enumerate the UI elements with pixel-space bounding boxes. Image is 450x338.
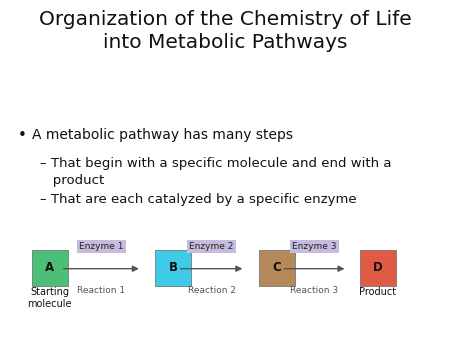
Text: – That begin with a specific molecule and end with a
   product: – That begin with a specific molecule an…	[40, 157, 392, 187]
Text: B: B	[169, 261, 178, 274]
Text: Starting
molecule: Starting molecule	[27, 287, 72, 309]
Text: Reaction 1: Reaction 1	[77, 286, 125, 295]
Text: Enzyme 3: Enzyme 3	[292, 242, 337, 251]
Text: Product: Product	[360, 287, 396, 297]
Text: A metabolic pathway has many steps: A metabolic pathway has many steps	[32, 128, 293, 142]
Text: Reaction 3: Reaction 3	[290, 286, 338, 295]
Text: Enzyme 2: Enzyme 2	[189, 242, 234, 251]
FancyBboxPatch shape	[259, 250, 295, 286]
Text: •: •	[18, 128, 27, 143]
Text: Organization of the Chemistry of Life
into Metabolic Pathways: Organization of the Chemistry of Life in…	[39, 10, 411, 52]
Text: – That are each catalyzed by a specific enzyme: – That are each catalyzed by a specific …	[40, 193, 357, 206]
Text: D: D	[373, 261, 383, 274]
FancyBboxPatch shape	[360, 250, 396, 286]
FancyBboxPatch shape	[155, 250, 191, 286]
Text: Enzyme 1: Enzyme 1	[79, 242, 123, 251]
FancyBboxPatch shape	[32, 250, 68, 286]
Text: C: C	[272, 261, 281, 274]
Text: A: A	[45, 261, 54, 274]
Text: Reaction 2: Reaction 2	[188, 286, 235, 295]
